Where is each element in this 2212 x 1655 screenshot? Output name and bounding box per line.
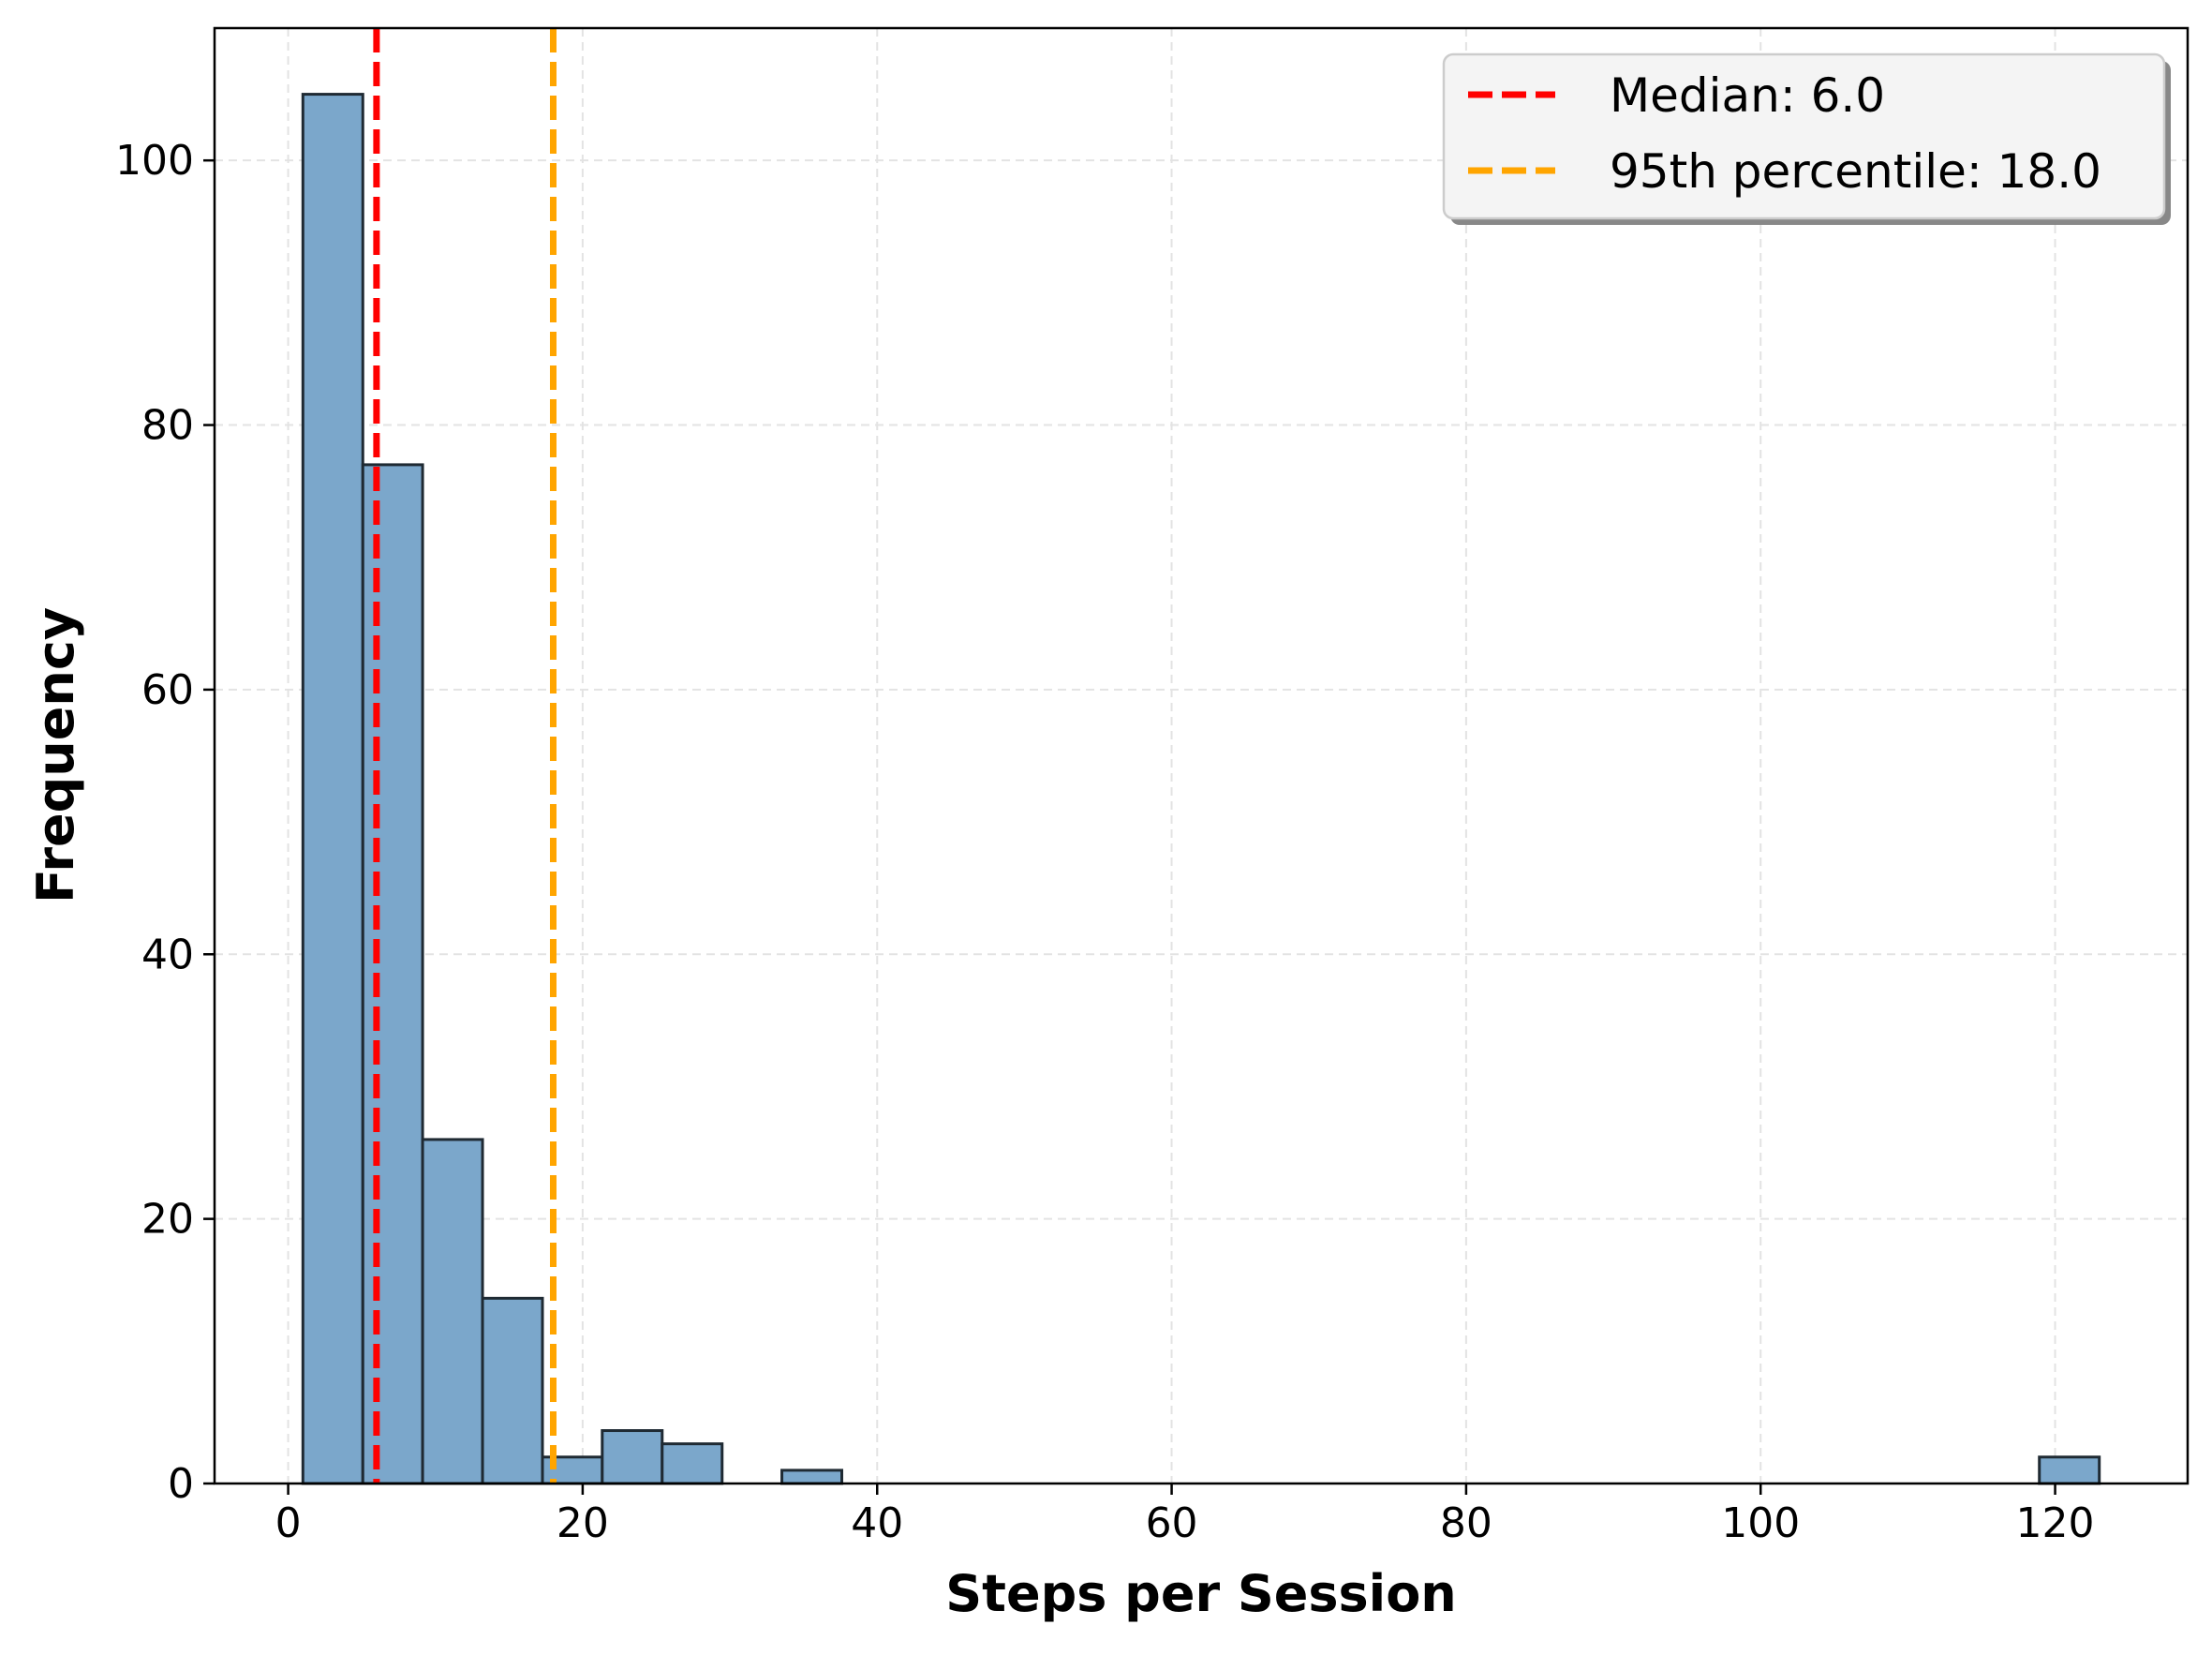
reference-lines-layer (373, 28, 557, 1484)
x-tick-label: 0 (275, 1499, 302, 1547)
x-axis-title: Steps per Session (945, 1564, 1456, 1623)
plot-frame (213, 26, 2190, 1485)
histogram-bar (2038, 1455, 2101, 1485)
histogram-bar (421, 1138, 484, 1485)
histogram-bar (601, 1429, 664, 1485)
x-tick-label: 120 (2016, 1499, 2095, 1547)
x-tick-label: 60 (1146, 1499, 1198, 1547)
x-tick-label: 20 (557, 1499, 609, 1547)
grid-layer (215, 28, 2188, 1484)
legend: Median: 6.0 95th percentile: 18.0 (1442, 52, 2171, 225)
histogram-bar (661, 1442, 724, 1485)
x-tick-label: 80 (1440, 1499, 1492, 1547)
ticks-layer: 0 20 40 60 80 100 120 0 20 40 60 80 100 (115, 137, 2095, 1547)
bars-layer (301, 93, 2101, 1485)
y-tick-label: 100 (115, 137, 194, 185)
legend-box (1442, 52, 2166, 220)
y-axis-title: Frequency (26, 607, 85, 903)
x-tick-label: 40 (851, 1499, 903, 1547)
legend-label: 95th percentile: 18.0 (1610, 144, 2101, 199)
histogram-bar (301, 93, 364, 1485)
legend-items: Median: 6.0 95th percentile: 18.0 (1468, 68, 2101, 199)
histogram-bar (361, 463, 424, 1485)
y-tick-label: 0 (168, 1460, 194, 1508)
x-tick-label: 100 (1721, 1499, 1800, 1547)
y-tick-label: 20 (141, 1196, 194, 1244)
y-tick-label: 80 (141, 402, 194, 450)
histogram-bar (780, 1469, 844, 1485)
histogram-bar (481, 1296, 544, 1485)
y-tick-label: 40 (141, 931, 194, 978)
legend-label: Median: 6.0 (1610, 68, 1885, 123)
y-tick-label: 60 (141, 666, 194, 714)
